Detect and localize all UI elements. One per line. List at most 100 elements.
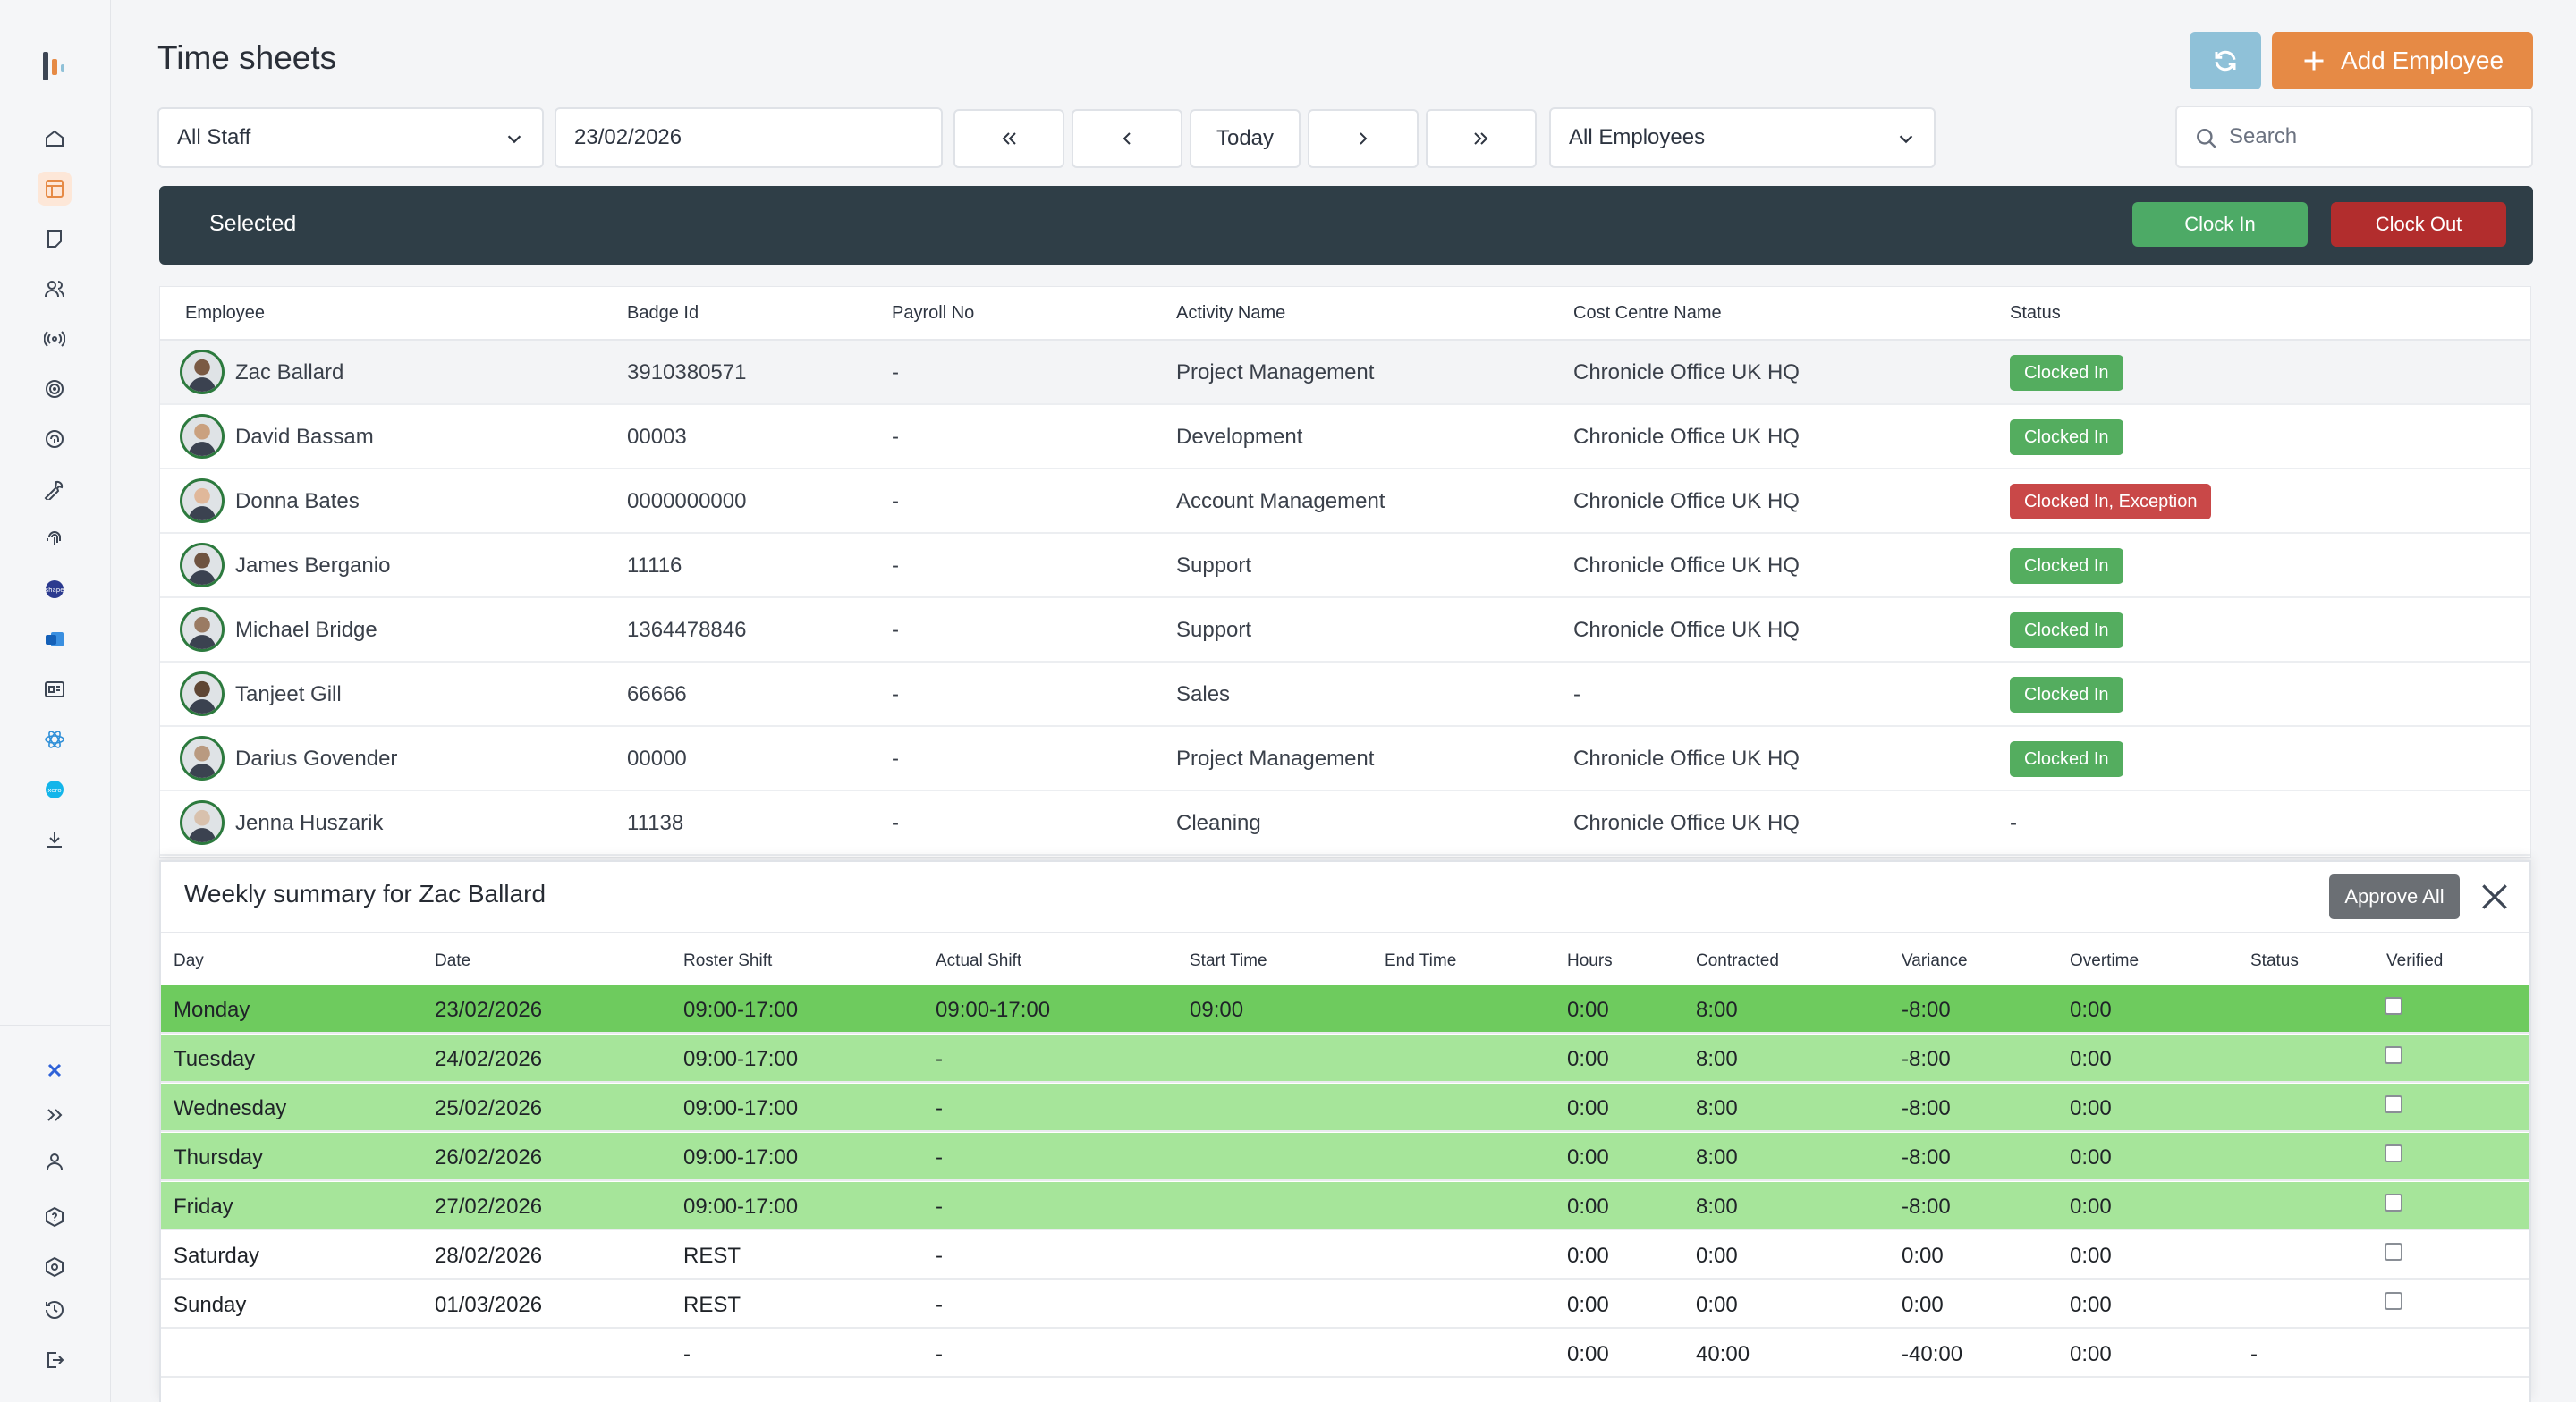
expand-icon[interactable] xyxy=(38,1098,72,1132)
weekly-row[interactable]: Thursday 26/02/2026 09:00-17:00 - 0:00 8:00 -8… xyxy=(161,1133,2529,1181)
weekly-row[interactable]: Saturday 28/02/2026 REST - 0:00 0:00 0:00 0:00 xyxy=(161,1231,2529,1280)
logout-icon[interactable] xyxy=(38,1343,72,1377)
date-cell: 01/03/2026 xyxy=(435,1293,543,1317)
search-input[interactable] xyxy=(2229,124,2497,149)
date-cell: 25/02/2026 xyxy=(435,1096,543,1120)
payroll-no: - xyxy=(892,489,899,513)
shape-icon[interactable]: shape xyxy=(38,572,72,606)
avatar xyxy=(180,736,225,781)
date-cell: 27/02/2026 xyxy=(435,1195,543,1219)
cost-centre-name: Chronicle Office UK HQ xyxy=(1573,425,1800,449)
brand-logo[interactable] xyxy=(39,50,72,82)
home-icon[interactable] xyxy=(38,122,72,156)
history-icon[interactable] xyxy=(38,1293,72,1327)
help-icon[interactable] xyxy=(38,1200,72,1234)
col-start-time: Start Time xyxy=(1190,951,1267,970)
col-status[interactable]: Status xyxy=(2010,303,2061,323)
close-icon[interactable] xyxy=(2478,880,2512,914)
table-row[interactable]: Michael Bridge 1364478846 - Support Chronicl… xyxy=(160,598,2530,663)
table-row[interactable]: Tanjeet Gill 66666 - Sales - Clocked In xyxy=(160,663,2530,727)
staff-select[interactable]: All Staff xyxy=(157,107,544,168)
table-row[interactable]: David Bassam 00003 - Development Chronicle O… xyxy=(160,405,2530,469)
weekly-row[interactable]: Sunday 01/03/2026 REST - 0:00 0:00 0:00 0:00 xyxy=(161,1280,2529,1329)
cost-centre-name: Chronicle Office UK HQ xyxy=(1573,618,1800,642)
target-icon[interactable] xyxy=(38,372,72,406)
col-contracted: Contracted xyxy=(1696,951,1779,970)
col-payroll-no[interactable]: Payroll No xyxy=(892,303,975,323)
weekly-row[interactable]: Monday 23/02/2026 09:00-17:00 09:00-17:00 09… xyxy=(161,985,2529,1034)
add-employee-button[interactable]: Add Employee xyxy=(2272,32,2533,89)
overtime-cell: 0:00 xyxy=(2070,998,2112,1022)
outlook-icon[interactable] xyxy=(38,622,72,656)
payroll-no: - xyxy=(892,553,899,578)
col-badge-id[interactable]: Badge Id xyxy=(627,303,699,323)
broadcast-icon[interactable] xyxy=(38,322,72,356)
employee-name: Jenna Huszarik xyxy=(235,811,384,835)
verified-checkbox[interactable] xyxy=(2385,1292,2402,1310)
weekly-row[interactable]: Tuesday 24/02/2026 09:00-17:00 - 0:00 8:00 -8:… xyxy=(161,1035,2529,1083)
id-card-icon[interactable] xyxy=(38,672,72,706)
previous-week-button[interactable] xyxy=(953,109,1064,168)
svg-text:shape: shape xyxy=(45,587,64,594)
overtime-cell: 0:00 xyxy=(2070,1195,2112,1219)
fingerprint-scan-icon[interactable] xyxy=(38,422,72,456)
col-activity-name[interactable]: Activity Name xyxy=(1176,303,1286,323)
next-week-button[interactable] xyxy=(1426,109,1537,168)
table-row[interactable]: Jenna Huszarik 11138 - Cleaning Chronicle Of… xyxy=(160,791,2530,856)
employee-name: Donna Bates xyxy=(235,489,360,513)
note-icon[interactable] xyxy=(38,222,72,256)
employees-select[interactable]: All Employees xyxy=(1549,107,1936,168)
contracted-cell: 0:00 xyxy=(1696,1244,1738,1268)
col-employee[interactable]: Employee xyxy=(185,303,265,323)
user-profile-icon[interactable] xyxy=(38,1144,72,1178)
hours-cell: 0:00 xyxy=(1567,1047,1609,1071)
total-contracted-cell: 40:00 xyxy=(1696,1342,1750,1366)
weekly-row[interactable]: Wednesday 25/02/2026 09:00-17:00 - 0:00 8:00 -… xyxy=(161,1084,2529,1132)
table-row[interactable]: Zac Ballard 3910380571 - Project Management… xyxy=(160,341,2530,405)
table-row[interactable]: Darius Govender 00000 - Project Management C… xyxy=(160,727,2530,791)
hours-cell: 0:00 xyxy=(1567,1244,1609,1268)
settings-icon[interactable] xyxy=(38,1250,72,1284)
weekly-row[interactable]: Friday 27/02/2026 09:00-17:00 - 0:00 8:00 -8:0… xyxy=(161,1182,2529,1230)
previous-day-button[interactable] xyxy=(1072,109,1182,168)
download-icon[interactable] xyxy=(38,823,72,857)
fingerprint-icon[interactable] xyxy=(38,522,72,556)
avatar xyxy=(180,414,225,459)
today-button[interactable]: Today xyxy=(1190,109,1301,168)
verified-checkbox[interactable] xyxy=(2385,1243,2402,1261)
timesheet-icon[interactable] xyxy=(38,172,72,206)
hours-cell: 0:00 xyxy=(1567,1096,1609,1120)
users-icon[interactable] xyxy=(38,272,72,306)
verified-checkbox[interactable] xyxy=(2385,1046,2402,1064)
col-date: Date xyxy=(435,951,471,970)
approve-all-button[interactable]: Approve All xyxy=(2329,874,2460,919)
verified-checkbox[interactable] xyxy=(2385,1095,2402,1113)
actual-shift-cell: - xyxy=(936,1293,943,1317)
verified-checkbox[interactable] xyxy=(2385,997,2402,1015)
payroll-no: - xyxy=(892,425,899,449)
hours-cell: 0:00 xyxy=(1567,998,1609,1022)
react-icon[interactable] xyxy=(38,722,72,756)
verified-checkbox[interactable] xyxy=(2385,1144,2402,1162)
col-verified: Verified xyxy=(2386,951,2444,970)
day-cell: Saturday xyxy=(174,1244,260,1268)
next-day-button[interactable] xyxy=(1308,109,1419,168)
verified-checkbox[interactable] xyxy=(2385,1194,2402,1212)
col-cost-centre-name[interactable]: Cost Centre Name xyxy=(1573,303,1722,323)
xero-icon[interactable]: xero xyxy=(38,773,72,807)
table-row[interactable]: Donna Bates 0000000000 - Account Management… xyxy=(160,469,2530,534)
employees-select-value: All Employees xyxy=(1569,125,1706,149)
clock-in-button[interactable]: Clock In xyxy=(2132,202,2308,247)
date-input[interactable]: 23/02/2026 xyxy=(555,107,943,168)
refresh-button[interactable] xyxy=(2190,32,2261,89)
employee-table: Employee Badge Id Payroll No Activity Na… xyxy=(159,286,2531,858)
contracted-cell: 8:00 xyxy=(1696,1195,1738,1219)
table-row[interactable]: James Berganio 11116 - Support Chronicle Off… xyxy=(160,534,2530,598)
payroll-no: - xyxy=(892,811,899,835)
clock-out-button[interactable]: Clock Out xyxy=(2331,202,2506,247)
wrench-icon[interactable] xyxy=(38,472,72,506)
roster-shift-cell: 09:00-17:00 xyxy=(683,1195,799,1219)
status-badge: Clocked In xyxy=(2010,548,2123,584)
app-logo-icon[interactable] xyxy=(38,1053,72,1087)
contracted-cell: 8:00 xyxy=(1696,1096,1738,1120)
